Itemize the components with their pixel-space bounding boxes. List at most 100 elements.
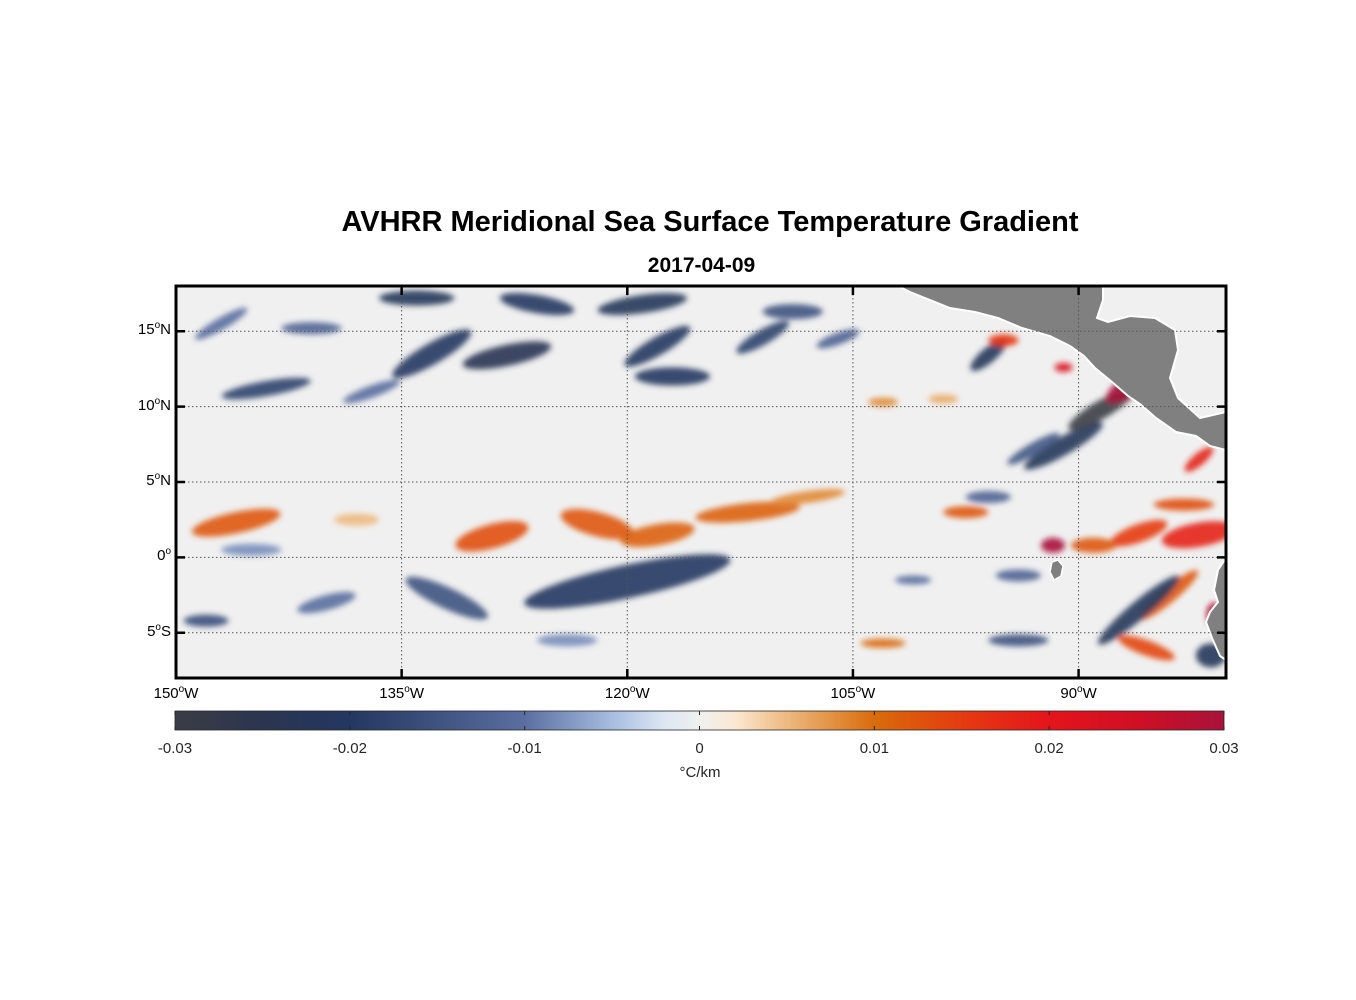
colorbar-tick-label: -0.01 [507, 740, 542, 757]
graticule [175, 286, 1226, 678]
longitude-label: 90oW [1039, 684, 1119, 702]
colorbar-tick-label: 0.01 [859, 740, 889, 757]
positive-gradient-band [943, 506, 989, 519]
positive-gradient-band [928, 394, 959, 404]
negative-gradient-band [597, 293, 688, 316]
label-degrees: 15 [137, 321, 155, 339]
land-masses [897, 286, 1226, 662]
positive-gradient-band [867, 397, 899, 407]
negative-gradient-band [537, 634, 598, 647]
degree-symbol: o [178, 684, 185, 695]
degree-symbol: o [404, 684, 410, 695]
positive-gradient-band [1040, 537, 1066, 553]
positive-gradient-band [1153, 498, 1214, 511]
positive-gradient-band [333, 513, 380, 526]
label-degrees: 105 [830, 685, 856, 702]
figure-title: AVHRR Meridional Sea Surface Temperature… [341, 206, 1079, 238]
degree-symbol: o [155, 621, 161, 633]
land-galapagos [1049, 559, 1064, 582]
colorbar-unit-label: °C/km [679, 764, 721, 781]
positive-gradient-band [191, 508, 281, 537]
negative-gradient-band [499, 293, 575, 316]
degree-symbol: o [855, 684, 862, 695]
negative-gradient-band [895, 575, 932, 585]
negative-gradient-band [1007, 432, 1060, 465]
positive-gradient-band [1161, 521, 1226, 549]
latitude-label: 10oN [111, 396, 171, 414]
degree-symbol: o [154, 471, 161, 482]
positive-gradient-band [455, 521, 529, 552]
negative-gradient-band [462, 341, 552, 370]
negative-gradient-band [221, 543, 282, 556]
label-hemisphere: W [409, 685, 425, 702]
degree-symbol: o [1077, 684, 1083, 695]
degree-symbol: o [154, 395, 161, 407]
longitude-label: 135oW [362, 684, 442, 702]
label-hemisphere: N [160, 396, 171, 414]
label-hemisphere: W [184, 685, 199, 702]
positive-gradient-band [1054, 362, 1073, 372]
negative-gradient-band [965, 491, 1011, 504]
negative-gradient-band [988, 634, 1049, 647]
colorbar-tick-label: 0.02 [1034, 740, 1064, 757]
degree-symbol: o [154, 320, 161, 332]
degree-symbol: o [629, 684, 636, 695]
label-hemisphere: W [635, 685, 650, 702]
negative-gradient-band [1098, 575, 1180, 645]
positive-gradient-band [770, 489, 846, 506]
negative-gradient-band [524, 554, 731, 609]
negative-gradient-band [634, 367, 711, 386]
negative-gradient-band [221, 377, 311, 400]
label-hemisphere: N [160, 321, 171, 339]
label-degrees: 5 [147, 622, 156, 640]
colorbar-tick-label: -0.03 [157, 740, 193, 757]
map-frame [174, 284, 1228, 680]
land-central-america [897, 286, 1226, 452]
positive-gradient-band [620, 522, 695, 548]
negative-gradient-band [970, 339, 1007, 371]
colorbar-tick-label: 0 [695, 740, 704, 757]
label-degrees: 10 [137, 396, 155, 414]
negative-gradient-band [995, 569, 1041, 582]
latitude-label: 5oS [111, 622, 171, 640]
colorbar-ticks [174, 711, 1225, 730]
negative-gradient-band [762, 304, 823, 320]
negative-gradient-band [392, 329, 472, 379]
colorbar-tick-label: -0.02 [332, 740, 367, 757]
label-degrees: 135 [379, 685, 405, 702]
positive-gradient-band [988, 334, 1019, 347]
negative-gradient-band [736, 320, 790, 354]
negative-gradient-band [183, 614, 229, 627]
positive-gradient-band [1117, 635, 1175, 661]
positive-gradient-band [1184, 446, 1214, 472]
figure-date: 2017-04-09 [647, 254, 756, 277]
positive-gradient-band [695, 501, 801, 523]
negative-gradient-band [624, 325, 691, 367]
negative-gradient-band [379, 290, 455, 306]
negative-gradient-band [816, 329, 860, 349]
degree-symbol: o [165, 546, 171, 558]
negative-gradient-band [405, 576, 488, 620]
negative-gradient-band [1024, 421, 1103, 470]
label-degrees: 5 [146, 472, 155, 489]
negative-gradient-band [297, 591, 356, 614]
negative-gradient-band [281, 322, 342, 335]
positive-gradient-band [560, 509, 634, 540]
latitude-label: 5oN [111, 471, 171, 489]
positive-gradient-band [860, 638, 906, 648]
label-hemisphere: N [160, 472, 171, 489]
negative-gradient-band [343, 379, 400, 404]
label-hemisphere: W [861, 685, 876, 702]
longitude-label: 105oW [813, 684, 893, 702]
label-hemisphere: S [160, 622, 171, 640]
label-degrees: 0 [157, 547, 166, 565]
longitude-label: 120oW [587, 684, 667, 702]
positive-gradient-band [1110, 519, 1168, 547]
latitude-label: 15oN [111, 320, 171, 338]
label-degrees: 150 [153, 685, 179, 702]
label-degrees: 120 [604, 685, 630, 702]
latitude-label: 0o [111, 546, 171, 564]
land-south-america [1204, 556, 1226, 662]
longitude-label: 150oW [136, 684, 216, 702]
